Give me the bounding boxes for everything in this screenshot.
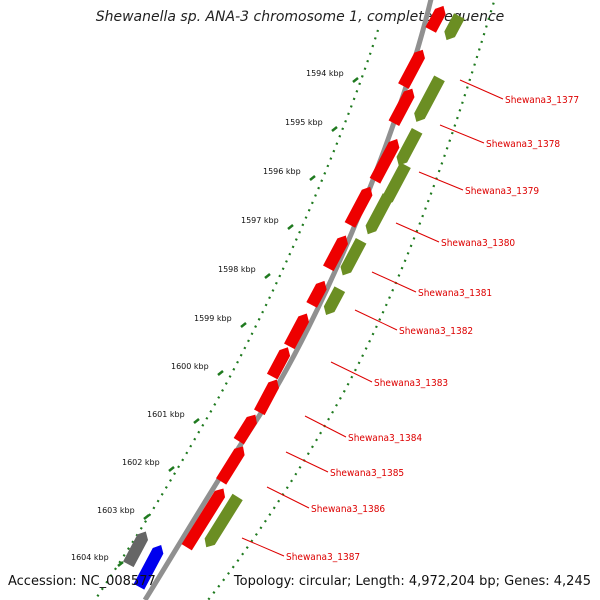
gene-leader-line bbox=[395, 222, 440, 243]
cds-forward-arrow bbox=[323, 235, 349, 272]
kbp-label: 1604 kbp bbox=[71, 553, 109, 562]
cds-forward-arrow bbox=[398, 49, 425, 89]
gene-leader-line bbox=[439, 124, 485, 144]
cds-forward-arrow bbox=[266, 347, 291, 380]
gene-leader-line bbox=[330, 361, 373, 383]
kbp-label: 1596 kbp bbox=[263, 167, 301, 176]
genes bbox=[123, 5, 465, 590]
cds-forward-arrow bbox=[388, 88, 415, 127]
cds-forward-arrow bbox=[181, 488, 226, 551]
kbp-labels: 1594 kbp 1595 kbp 1596 kbp 1597 kbp 1598 kbp… bbox=[71, 69, 359, 567]
gene-label: Shewana3_1381 bbox=[418, 288, 492, 299]
cds-reverse-arrow bbox=[323, 286, 346, 316]
gene-label: Shewana3_1380 bbox=[441, 238, 515, 249]
gene-leader-line bbox=[459, 79, 504, 100]
kbp-label: 1595 kbp bbox=[285, 118, 323, 127]
gene-leader-line bbox=[354, 309, 398, 331]
gene-label: Shewana3_1386 bbox=[311, 504, 385, 515]
gene-leader-line bbox=[304, 415, 347, 438]
cds-forward-arrow bbox=[233, 414, 257, 445]
kbp-tick bbox=[117, 561, 124, 567]
gene-label: Shewana3_1382 bbox=[399, 326, 473, 337]
kbp-tick bbox=[168, 466, 175, 472]
gene-leader-line bbox=[266, 486, 310, 509]
gene-label: Shewana3_1377 bbox=[505, 95, 579, 106]
cds-reverse-arrow bbox=[444, 13, 465, 41]
gene-label: Shewana3_1383 bbox=[374, 378, 448, 389]
cds-forward-arrow bbox=[216, 446, 245, 485]
gene-leader-line bbox=[241, 537, 285, 557]
accession-text: Accession: NC_008577 bbox=[8, 574, 156, 589]
map-title: Shewanella sp. ANA-3 chromosome 1, compl… bbox=[95, 9, 505, 25]
cds-reverse-arrow bbox=[340, 237, 367, 276]
cds-forward-arrow bbox=[284, 313, 310, 350]
cds-reverse-arrow bbox=[204, 493, 243, 548]
kbp-tick bbox=[309, 175, 316, 181]
kbp-label: 1594 kbp bbox=[306, 69, 344, 78]
gene-gray-arrow bbox=[123, 531, 149, 568]
kbp-label: 1598 kbp bbox=[218, 265, 256, 274]
cds-reverse-arrow bbox=[365, 193, 394, 235]
cds-reverse-arrow bbox=[414, 75, 445, 122]
gene-label: Shewana3_1387 bbox=[286, 552, 360, 563]
cds-forward-arrow bbox=[369, 139, 400, 184]
cds-forward-arrow bbox=[344, 186, 373, 228]
gene-label-group: Shewana3_1377 Shewana3_1378 Shewana3_1379 S… bbox=[241, 79, 579, 563]
gene-leader-line bbox=[418, 171, 464, 191]
kbp-tick bbox=[352, 77, 359, 83]
kbp-label: 1602 kbp bbox=[122, 458, 160, 467]
kbp-tick bbox=[287, 224, 294, 230]
cds-reverse-arrow bbox=[396, 127, 423, 166]
gene-label: Shewana3_1385 bbox=[330, 468, 404, 479]
gene-label: Shewana3_1379 bbox=[465, 186, 539, 197]
kbp-tick bbox=[240, 322, 247, 328]
kbp-label: 1601 kbp bbox=[147, 410, 185, 419]
cds-forward-arrow bbox=[254, 379, 280, 416]
kbp-label: 1599 kbp bbox=[194, 314, 232, 323]
topology-text: Topology: circular; Length: 4,972,204 bp… bbox=[233, 574, 591, 589]
chromosome-backbone bbox=[142, 0, 434, 600]
kbp-label: 1603 kbp bbox=[97, 506, 135, 515]
cds-forward-arrow bbox=[425, 5, 446, 33]
kbp-tick bbox=[264, 273, 271, 279]
gene-label: Shewana3_1378 bbox=[486, 139, 560, 150]
gene-leader-line bbox=[285, 451, 329, 473]
gene-label: Shewana3_1384 bbox=[348, 433, 422, 444]
kbp-label: 1597 kbp bbox=[241, 216, 279, 225]
kbp-tick bbox=[217, 370, 224, 376]
kbp-tick bbox=[143, 514, 150, 520]
kbp-label: 1600 kbp bbox=[171, 362, 209, 371]
kbp-tick bbox=[331, 126, 338, 132]
gene-blue-arrow bbox=[133, 545, 164, 590]
cds-forward-arrow bbox=[306, 280, 327, 308]
gene-leader-line bbox=[371, 271, 417, 293]
kbp-tick bbox=[193, 418, 200, 424]
